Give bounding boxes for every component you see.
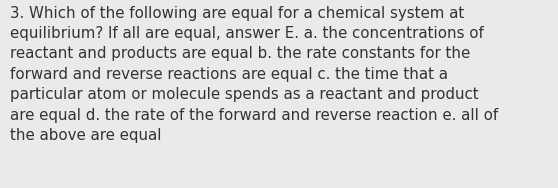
Text: 3. Which of the following are equal for a chemical system at
equilibrium? If all: 3. Which of the following are equal for … — [10, 6, 498, 143]
